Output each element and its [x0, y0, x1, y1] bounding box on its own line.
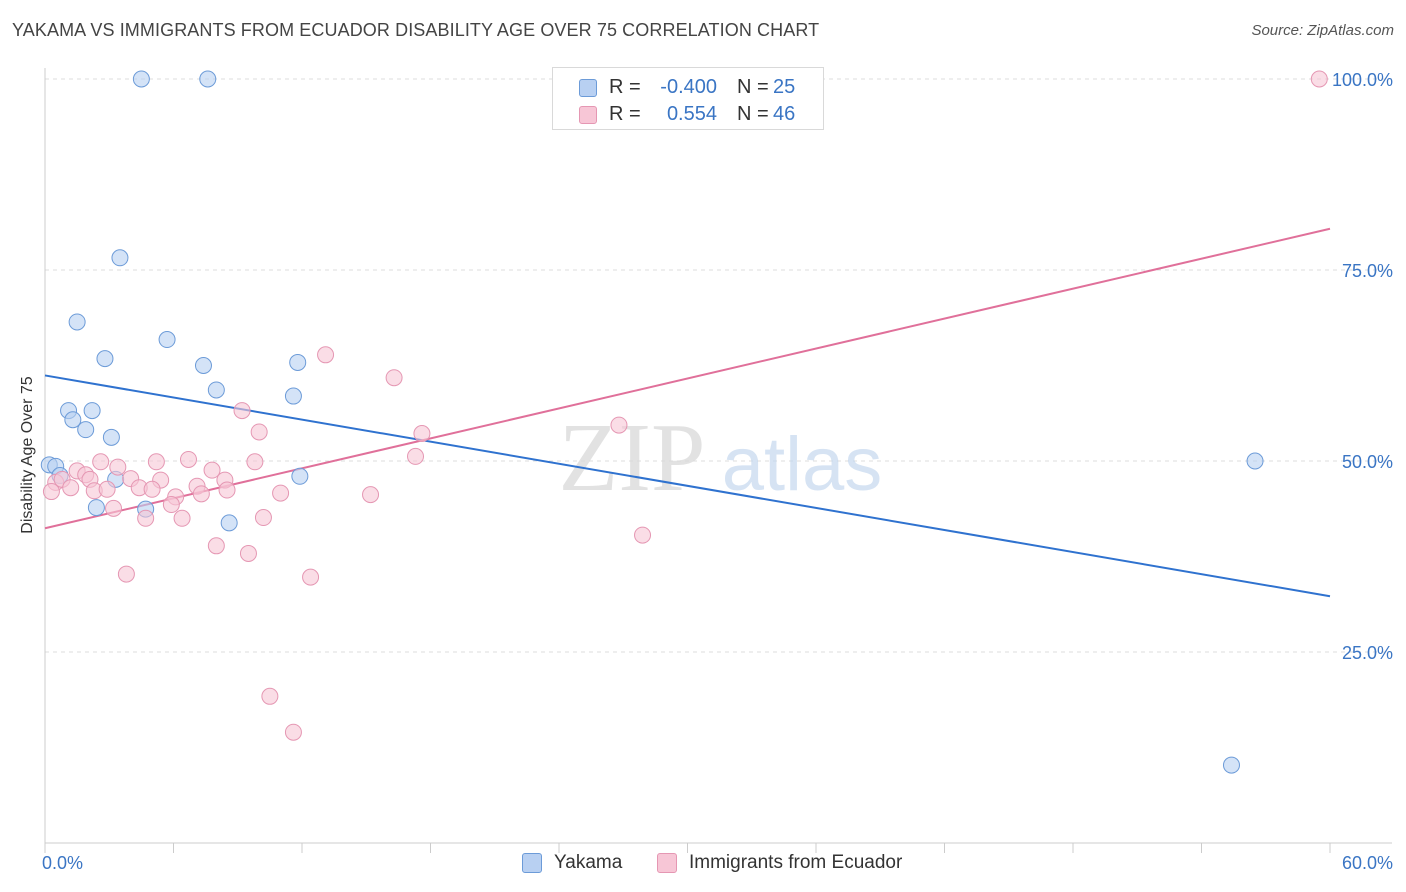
yakama-swatch — [522, 853, 542, 873]
ecuador-point — [610, 416, 628, 434]
yakama-point — [111, 249, 129, 267]
ecuador-point — [62, 479, 80, 497]
ecuador-point — [143, 480, 161, 498]
chart-title: YAKAMA VS IMMIGRANTS FROM ECUADOR DISABI… — [12, 20, 820, 40]
yakama-swatch — [579, 79, 597, 97]
y-tick-label: 75.0% — [1342, 261, 1393, 281]
ecuador-point — [1310, 70, 1328, 88]
ecuador-point — [98, 480, 116, 498]
yakama-point — [77, 421, 95, 439]
r-label: R = — [609, 76, 641, 98]
ecuador-point — [162, 496, 180, 514]
yakama-point — [68, 313, 86, 331]
stats-row-yakama: R = -0.400 N = 25 — [553, 76, 823, 102]
ecuador-point — [284, 723, 302, 741]
y-tick-label: 100.0% — [1332, 70, 1393, 90]
ecuador-point — [42, 483, 60, 501]
ecuador-swatch — [657, 853, 677, 873]
yakama-point — [291, 467, 309, 485]
watermark-atlas: atlas — [722, 422, 883, 507]
r-value: -0.400 — [660, 76, 717, 98]
stats-legend: R = -0.400 N = 25 R = 0.554 N = 46 — [552, 67, 824, 130]
ecuador-point — [250, 423, 268, 441]
ecuador-point — [109, 458, 127, 476]
axes — [44, 68, 1392, 853]
yakama-point — [102, 428, 120, 446]
ecuador-point — [192, 485, 210, 503]
trend-lines — [44, 227, 1331, 598]
yakama-point — [87, 499, 105, 517]
yakama-point — [289, 353, 307, 371]
ecuador-point — [239, 544, 257, 562]
ecuador-point — [117, 565, 135, 583]
ecuador-point — [147, 453, 165, 471]
yakama-point — [83, 402, 101, 420]
yakama-point — [64, 411, 82, 429]
ecuador-point — [261, 687, 279, 705]
ecuador-point — [105, 499, 123, 517]
ecuador-point — [179, 450, 197, 468]
x-tick-label: 0.0% — [42, 853, 83, 873]
ecuador-point — [385, 369, 403, 387]
ecuador-point — [272, 484, 290, 502]
yakama-point — [132, 70, 150, 88]
ecuador-point — [173, 509, 191, 527]
ecuador-point — [254, 509, 272, 527]
ecuador-swatch — [579, 106, 597, 124]
legend-label: Yakama — [554, 852, 623, 873]
ecuador-point — [634, 526, 652, 544]
n-value: 25 — [773, 76, 796, 98]
yakama-point — [1222, 756, 1240, 774]
tick-labels: 25.0% 50.0% 75.0% 100.0% 0.0% 60.0% — [42, 70, 1393, 873]
legend-label: Immigrants from Ecuador — [689, 852, 903, 873]
ecuador-point — [246, 453, 264, 471]
ecuador-point — [92, 453, 110, 471]
y-tick-label: 50.0% — [1342, 452, 1393, 472]
ecuador-point — [207, 537, 225, 555]
r-value: 0.554 — [666, 103, 717, 125]
gridlines — [45, 78, 1392, 653]
ecuador-point — [218, 481, 236, 499]
ecuador-point — [203, 461, 221, 479]
n-label: N = — [737, 103, 769, 125]
ecuador-point — [317, 346, 335, 364]
ecuador-point — [362, 486, 380, 504]
ecuador-point — [302, 568, 320, 586]
yakama-point — [1246, 452, 1264, 470]
ecuador-point — [407, 447, 425, 465]
yakama-point — [207, 381, 225, 399]
ecuador-trend-line — [44, 227, 1331, 530]
r-label: R = — [609, 103, 641, 125]
y-tick-label: 25.0% — [1342, 643, 1393, 663]
yakama-point — [284, 387, 302, 405]
ecuador-point — [233, 402, 251, 420]
yakama-point — [199, 70, 217, 88]
yakama-point — [194, 357, 212, 374]
yakama-trend-line — [44, 374, 1331, 598]
yakama-point — [96, 350, 114, 368]
ecuador-point — [413, 424, 431, 442]
yakama-point — [158, 331, 176, 349]
data-points — [40, 70, 1328, 774]
stats-row-ecuador: R = 0.554 N = 46 — [553, 103, 823, 129]
n-value: 46 — [773, 103, 796, 125]
n-label: N = — [737, 76, 769, 98]
yakama-point — [220, 514, 238, 532]
source-credit: Source: ZipAtlas.com — [1251, 22, 1394, 39]
x-tick-label: 60.0% — [1342, 853, 1393, 873]
watermark: ZIP atlas — [559, 404, 883, 512]
watermark-zip: ZIP — [559, 404, 706, 512]
ecuador-point — [137, 509, 155, 527]
